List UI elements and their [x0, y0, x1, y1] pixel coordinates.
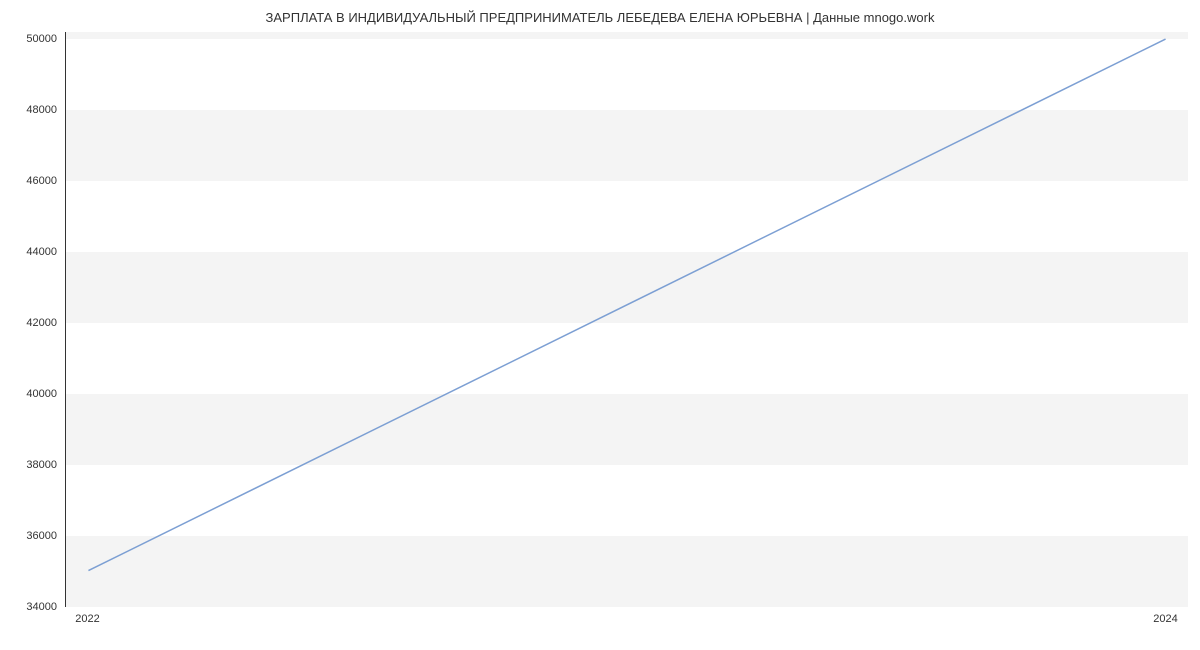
- y-tick-label: 46000: [0, 175, 57, 187]
- x-tick-label: 2024: [1153, 613, 1177, 625]
- y-tick-label: 40000: [0, 388, 57, 400]
- plot-area: [65, 32, 1188, 607]
- x-tick-label: 2022: [75, 613, 99, 625]
- chart-title: ЗАРПЛАТА В ИНДИВИДУАЛЬНЫЙ ПРЕДПРИНИМАТЕЛ…: [0, 10, 1200, 25]
- y-tick-label: 36000: [0, 530, 57, 542]
- y-tick-label: 44000: [0, 246, 57, 258]
- line-series: [66, 32, 1188, 606]
- y-tick-label: 50000: [0, 33, 57, 45]
- y-tick-label: 42000: [0, 317, 57, 329]
- series-line: [88, 39, 1165, 570]
- y-tick-label: 48000: [0, 104, 57, 116]
- y-tick-label: 34000: [0, 601, 57, 613]
- y-tick-label: 38000: [0, 459, 57, 471]
